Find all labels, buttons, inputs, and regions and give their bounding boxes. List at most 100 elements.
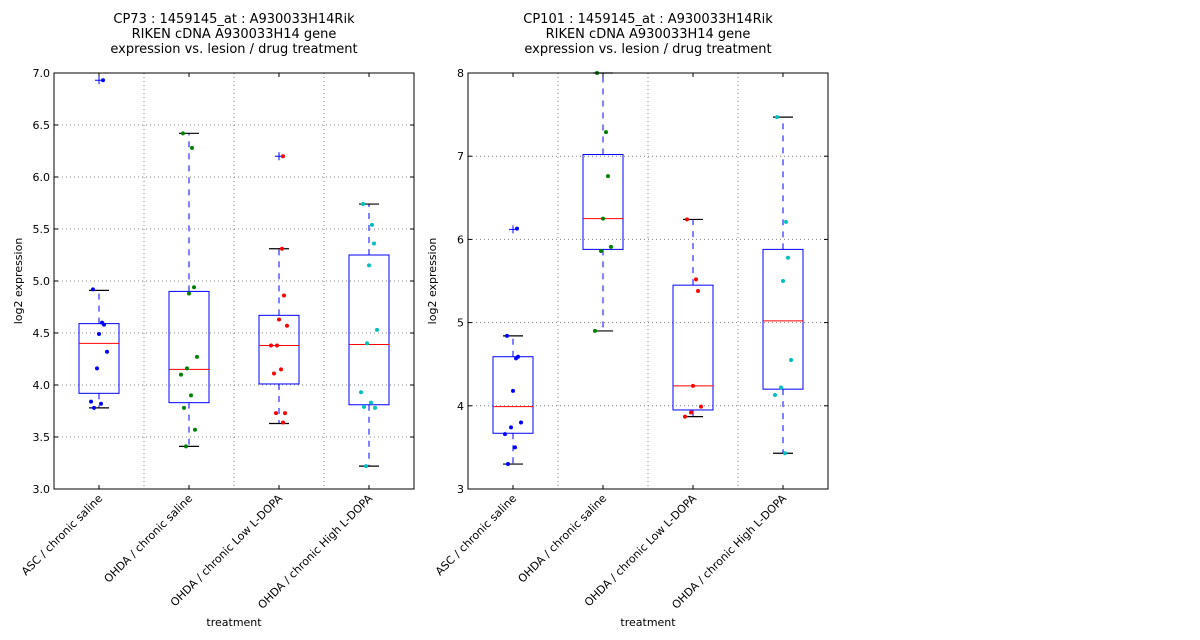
data-point <box>281 154 285 159</box>
y-tick-label: 7 <box>457 150 464 163</box>
chart-title-line: CP101 : 1459145_at : A930033H14Rik <box>523 12 773 27</box>
data-point <box>282 293 286 298</box>
y-tick-label: 4 <box>457 400 464 413</box>
data-point <box>362 404 366 409</box>
data-point <box>192 285 196 290</box>
y-tick-label: 5.5 <box>33 223 51 236</box>
x-tick-label: OHDA / chronic saline <box>102 492 196 586</box>
data-point <box>503 432 507 437</box>
data-point <box>694 277 698 282</box>
data-point <box>516 354 520 359</box>
data-point <box>105 349 109 354</box>
y-tick-label: 3.5 <box>33 431 51 444</box>
data-point <box>511 388 515 393</box>
data-point <box>699 404 703 409</box>
data-point <box>283 411 287 416</box>
data-point <box>275 343 279 348</box>
data-point <box>513 445 517 450</box>
plot-frame <box>53 72 415 490</box>
chart-title-line: CP73 : 1459145_at : A930033H14Rik <box>113 12 355 27</box>
data-point <box>274 411 278 416</box>
data-point <box>601 216 605 221</box>
x-axis-label: treatment <box>206 616 262 629</box>
data-point <box>604 130 608 135</box>
iqr-box <box>348 254 390 406</box>
data-point <box>185 366 189 371</box>
data-point <box>781 279 785 283</box>
data-point <box>281 420 285 425</box>
data-point <box>184 444 188 449</box>
data-point <box>691 383 695 388</box>
data-point <box>179 372 183 377</box>
chart-title-line: expression vs. lesion / drug treatment <box>110 42 357 57</box>
plot-frame <box>467 72 829 490</box>
data-point <box>773 392 777 397</box>
y-tick-label: 6.5 <box>33 119 51 132</box>
data-point <box>784 219 788 224</box>
data-point <box>91 287 95 292</box>
iqr-box <box>492 356 534 434</box>
data-point <box>609 244 613 249</box>
box-group-2 <box>582 71 624 333</box>
data-point <box>696 288 700 293</box>
data-point <box>89 399 93 404</box>
y-tick-label: 6 <box>457 233 464 246</box>
data-point <box>195 354 199 359</box>
y-tick-label: 3.0 <box>33 483 51 496</box>
data-point <box>359 390 363 395</box>
data-point <box>193 427 197 432</box>
box-group-3 <box>258 152 300 425</box>
iqr-box <box>672 284 714 411</box>
data-point <box>593 328 597 333</box>
y-axis-label: log2 expression <box>426 238 439 325</box>
data-point <box>361 202 365 207</box>
data-point <box>285 323 289 328</box>
x-tick-label: ASC / chronic saline <box>19 492 105 578</box>
iqr-box <box>258 314 300 385</box>
x-tick-label: OHDA / chronic saline <box>516 492 610 586</box>
y-tick-label: 5.0 <box>33 275 51 288</box>
y-tick-label: 6.0 <box>33 171 51 184</box>
y-tick-label: 4.5 <box>33 327 51 340</box>
data-point <box>101 78 105 83</box>
data-point <box>182 405 186 410</box>
box-group-4 <box>348 202 390 469</box>
data-point <box>280 246 284 251</box>
data-point <box>367 263 371 268</box>
data-point <box>786 255 790 260</box>
data-point <box>365 341 369 346</box>
data-point <box>369 400 373 405</box>
data-point <box>606 174 610 179</box>
chart-panel-2: CP101 : 1459145_at : A930033H14RikRIKEN … <box>426 12 829 629</box>
data-point <box>779 385 783 390</box>
chart-title-line: RIKEN cDNA A930033H14 gene <box>132 27 337 42</box>
data-point <box>515 226 519 231</box>
x-tick-label: ASC / chronic saline <box>433 492 519 578</box>
x-axis-label: treatment <box>620 616 676 629</box>
data-point <box>102 322 106 327</box>
iqr-box <box>762 248 804 390</box>
y-tick-label: 7.0 <box>33 67 51 80</box>
data-point <box>685 217 689 222</box>
box-group-1 <box>492 225 534 467</box>
data-point <box>190 145 194 150</box>
data-point <box>373 405 377 410</box>
y-tick-label: 4.0 <box>33 379 51 392</box>
box-group-4 <box>762 115 804 456</box>
data-point <box>95 366 99 371</box>
data-point <box>375 327 379 332</box>
iqr-box <box>582 154 624 250</box>
data-point <box>279 367 283 372</box>
data-point <box>92 405 96 410</box>
data-point <box>509 425 513 430</box>
data-point <box>364 464 368 469</box>
data-point <box>269 343 273 348</box>
data-point <box>789 358 793 363</box>
iqr-box <box>168 290 210 404</box>
data-point <box>189 393 193 398</box>
data-point <box>599 249 603 254</box>
y-tick-label: 3 <box>457 483 464 496</box>
y-axis-label: log2 expression <box>12 238 25 325</box>
